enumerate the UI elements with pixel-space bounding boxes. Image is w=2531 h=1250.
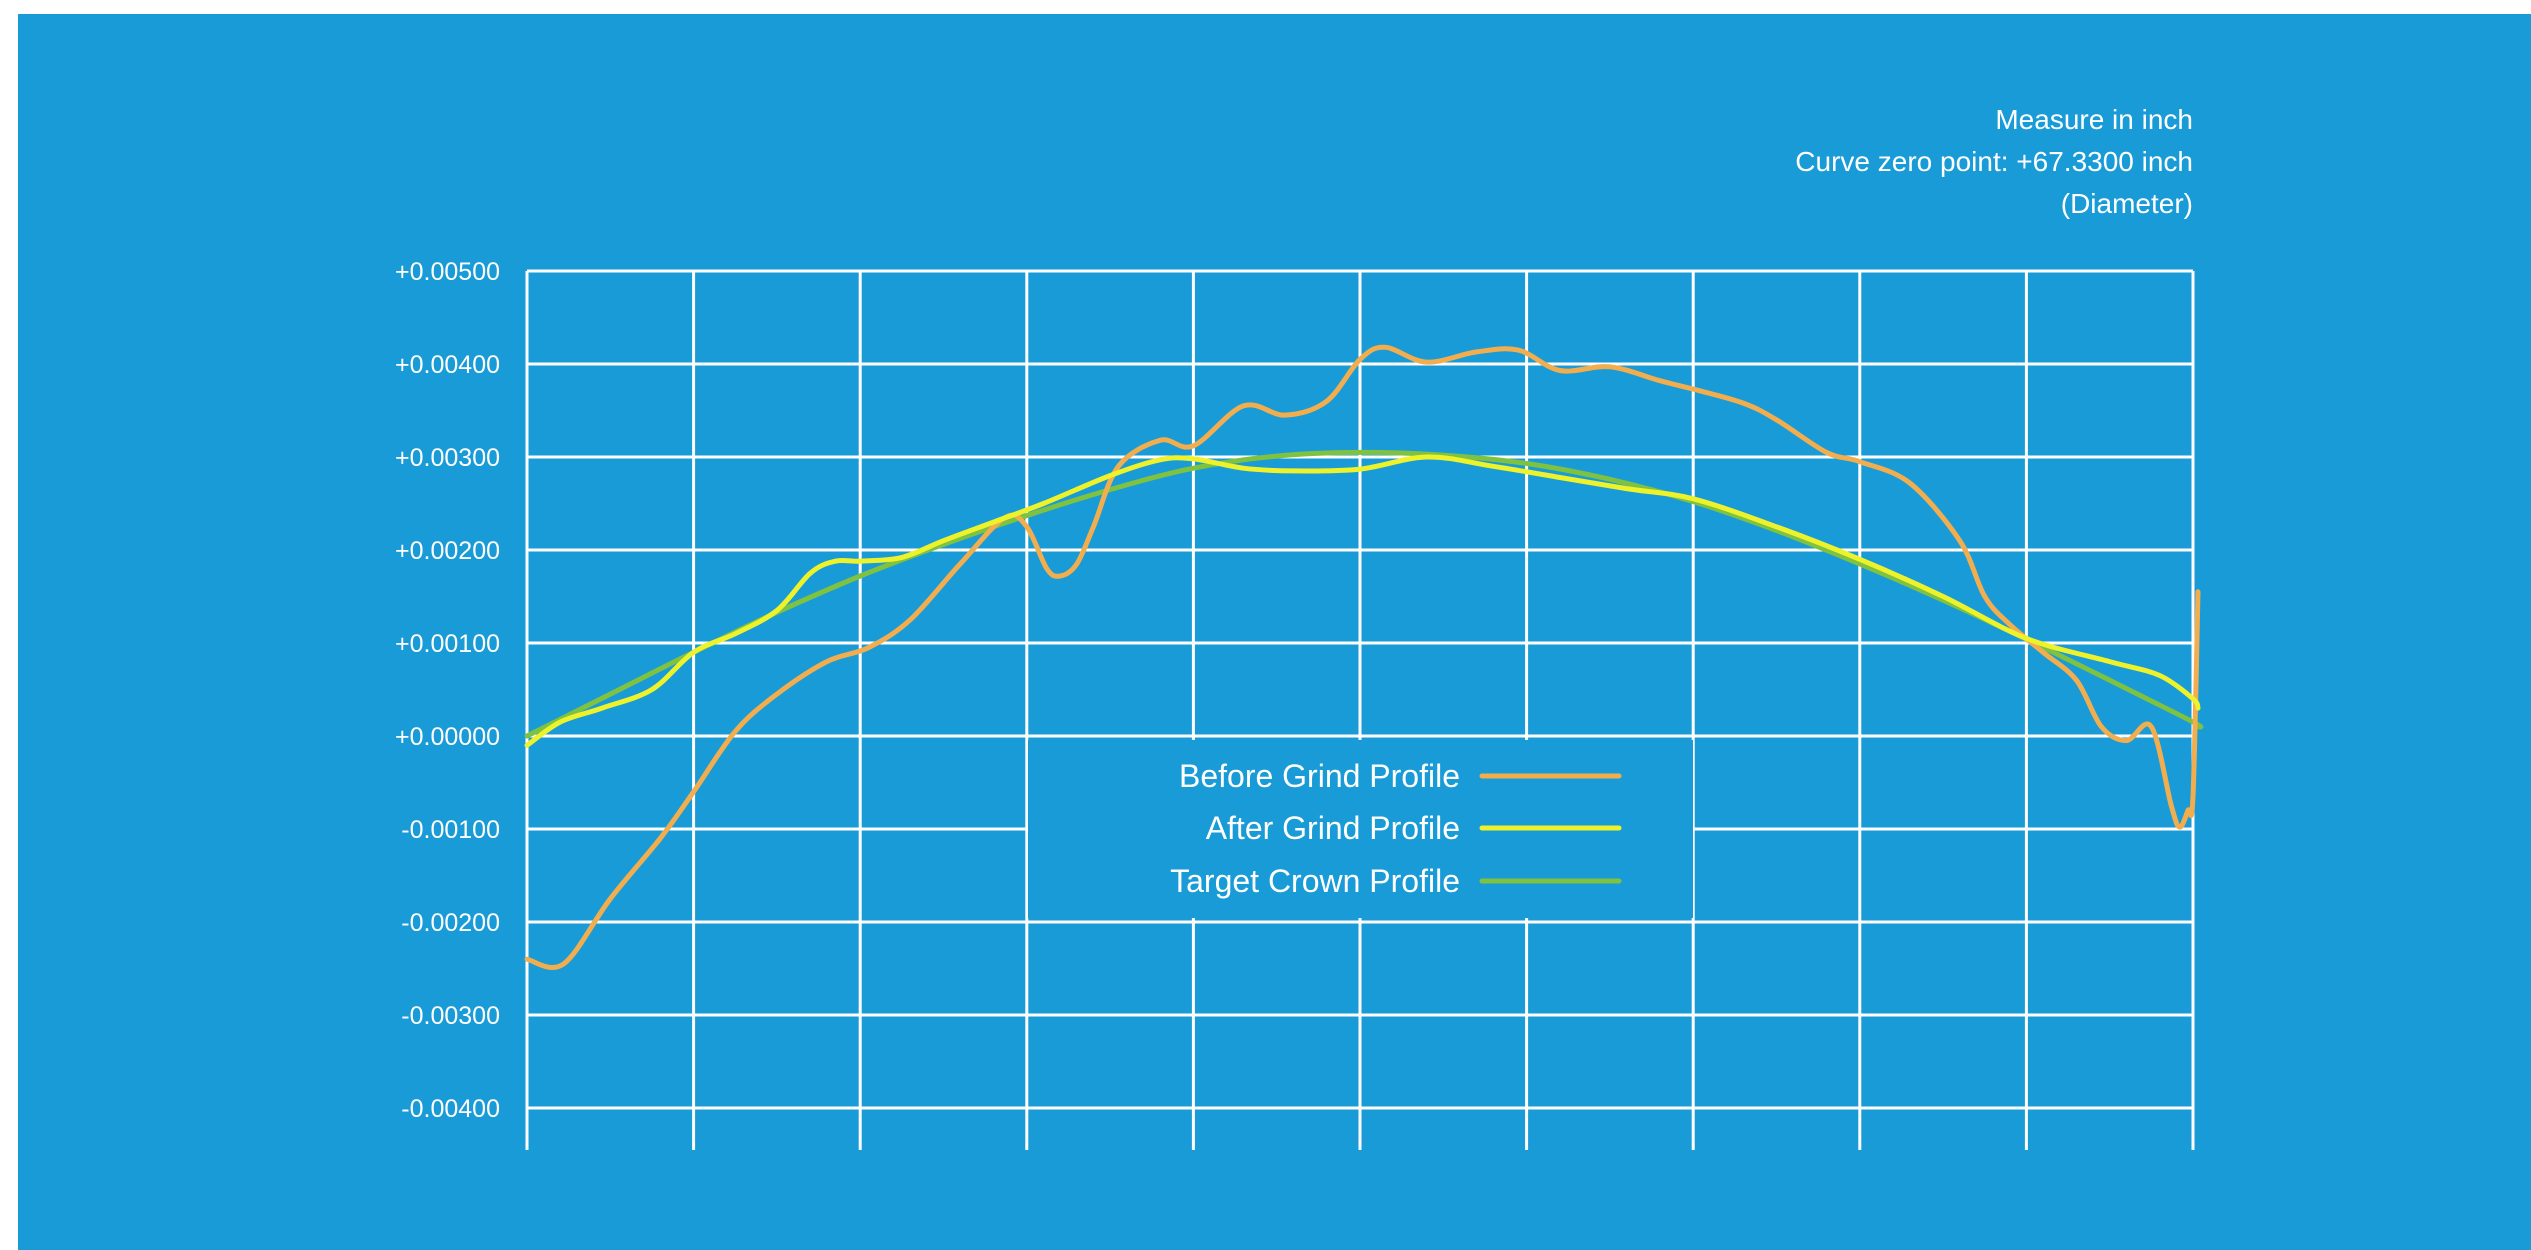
y-tick-label: -0.00300	[401, 1002, 500, 1030]
y-tick-label: +0.00300	[395, 444, 500, 472]
y-tick-label: +0.00000	[395, 723, 500, 751]
legend-label-after-grind-profile: After Grind Profile	[1206, 810, 1460, 846]
legend-label-target-crown-profile: Target Crown Profile	[1170, 863, 1460, 899]
y-tick-label: -0.00400	[401, 1095, 500, 1123]
annotation-measure-unit: Measure in inch	[1995, 104, 2193, 135]
legend-label-before-grind-profile: Before Grind Profile	[1179, 758, 1460, 794]
y-tick-label: -0.00200	[401, 909, 500, 937]
y-tick-label: +0.00200	[395, 537, 500, 565]
y-tick-label: +0.00100	[395, 630, 500, 658]
y-tick-label: -0.00100	[401, 816, 500, 844]
annotation-diameter: (Diameter)	[2061, 188, 2193, 219]
y-tick-label: +0.00400	[395, 351, 500, 379]
y-tick-label: +0.00500	[395, 258, 500, 286]
annotation-curve-zero-point: Curve zero point: +67.3300 inch	[1795, 146, 2193, 177]
